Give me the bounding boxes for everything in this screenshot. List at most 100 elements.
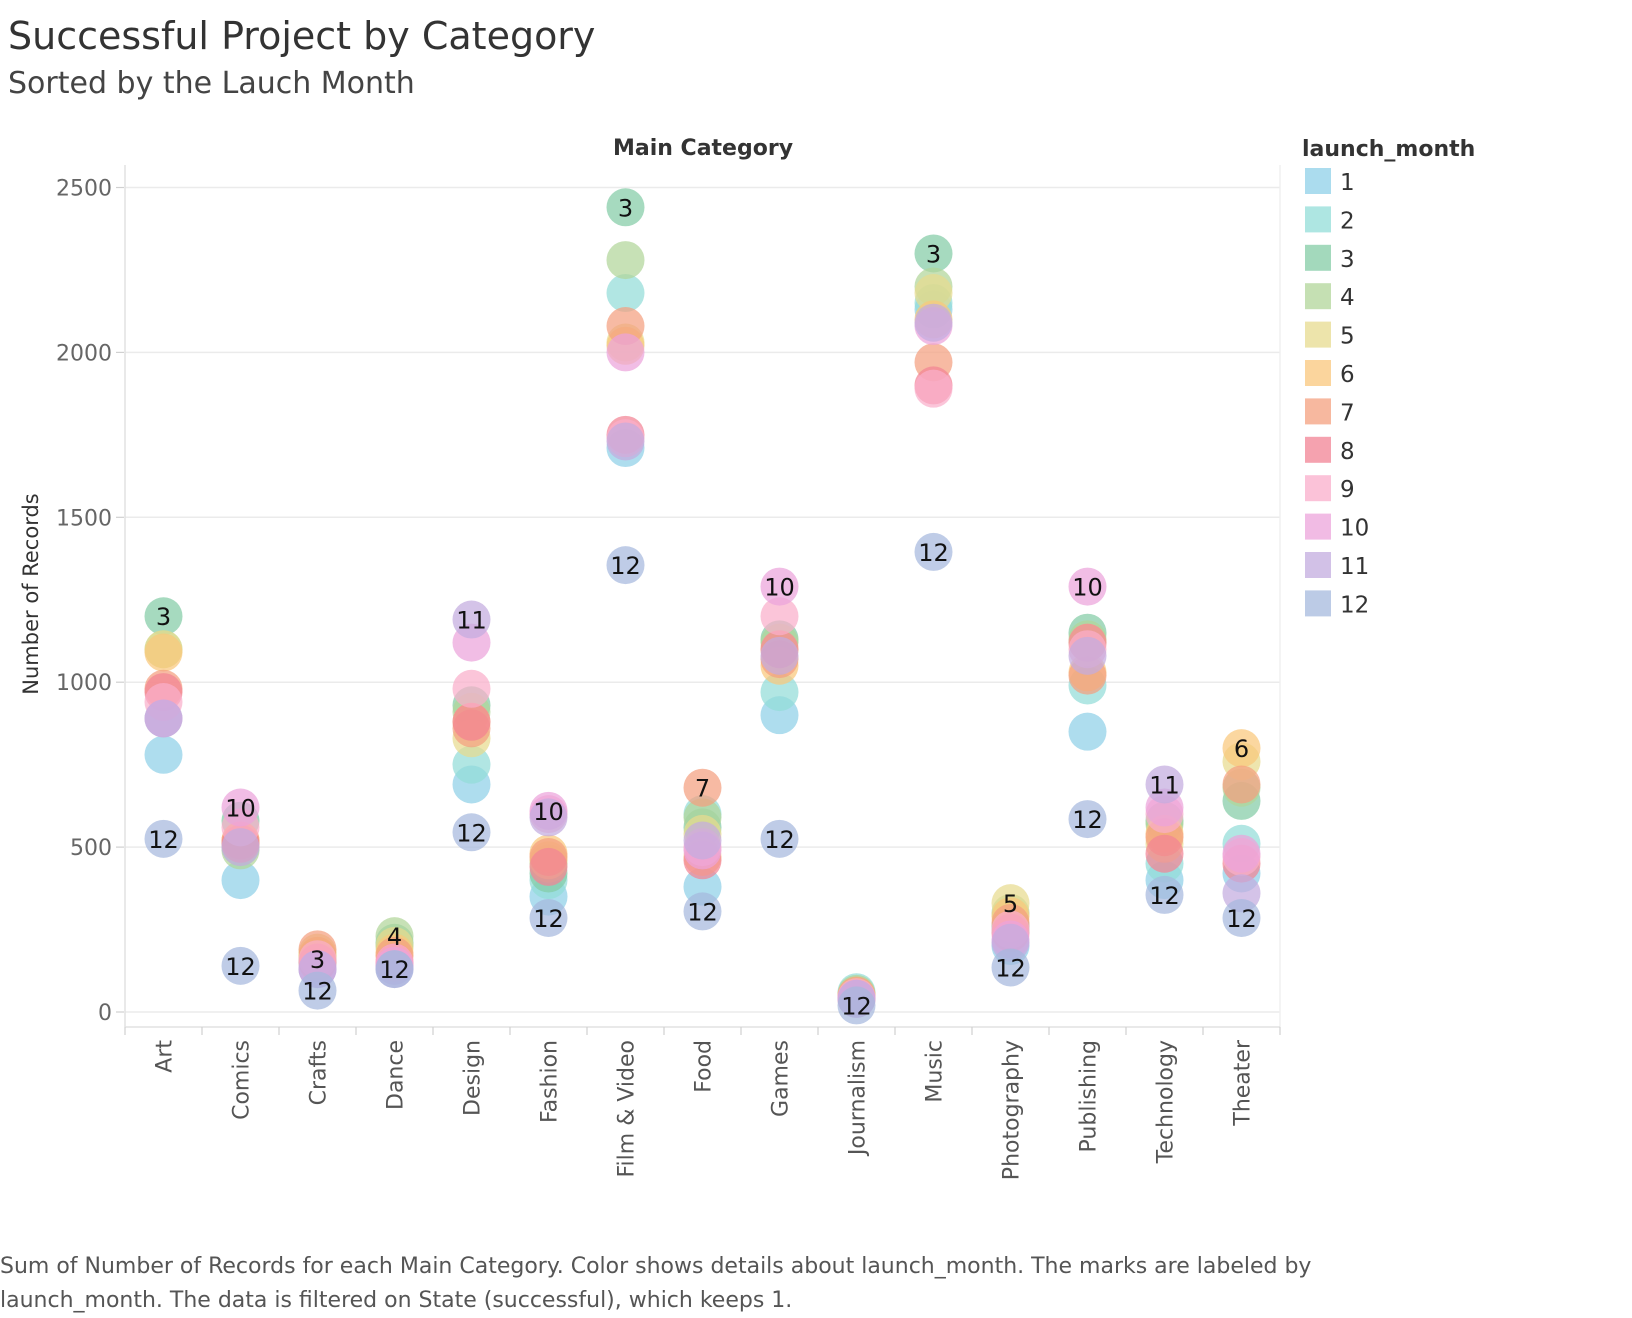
x-tick-label: Music — [923, 1040, 948, 1103]
legend-label: 11 — [1340, 554, 1369, 580]
x-tick-label: Journalism — [846, 1040, 871, 1157]
data-point[interactable] — [144, 699, 183, 738]
data-point[interactable] — [1145, 875, 1184, 914]
data-label: 11 — [1149, 771, 1180, 799]
legend-label: 1 — [1340, 170, 1355, 196]
data-point[interactable] — [1222, 729, 1261, 768]
column-header: Main Category — [613, 136, 793, 161]
data-point[interactable] — [221, 828, 260, 867]
data-point[interactable] — [606, 422, 645, 461]
y-tick-label: 1500 — [56, 506, 112, 531]
data-point[interactable] — [606, 274, 645, 313]
data-point[interactable] — [452, 745, 491, 784]
data-label: 10 — [764, 574, 795, 602]
legend-swatch — [1305, 436, 1331, 463]
data-label: 3 — [926, 240, 941, 268]
data-point[interactable] — [914, 234, 953, 273]
data-label: 10 — [225, 795, 256, 823]
data-point[interactable] — [914, 274, 953, 313]
data-point[interactable] — [683, 821, 722, 860]
data-label: 12 — [1149, 882, 1180, 910]
x-tick-label: Food — [692, 1040, 717, 1093]
data-label: 3 — [156, 603, 171, 631]
data-point[interactable] — [221, 861, 260, 900]
x-tick-label: Publishing — [1077, 1040, 1102, 1152]
legend-swatch — [1305, 513, 1331, 540]
legend-label: 3 — [1340, 247, 1355, 273]
legend-swatch — [1305, 552, 1331, 578]
data-point[interactable] — [837, 986, 876, 1025]
data-point[interactable] — [760, 673, 799, 712]
legend-swatch — [1305, 590, 1331, 617]
data-point[interactable] — [914, 369, 953, 408]
data-label: 12 — [918, 539, 949, 567]
gridlines — [124, 165, 1281, 1035]
data-label: 3 — [310, 946, 325, 974]
y-axis-label: Number of Records — [19, 493, 43, 694]
data-point[interactable] — [683, 892, 722, 931]
data-point[interactable] — [375, 950, 414, 989]
data-point[interactable] — [606, 188, 645, 227]
data-label: 12 — [687, 898, 718, 926]
data-label: 12 — [148, 826, 179, 854]
data-point[interactable] — [683, 768, 722, 807]
data-point[interactable] — [144, 819, 183, 858]
data-point[interactable] — [221, 788, 260, 827]
data-label: 12 — [302, 978, 333, 1006]
data-point[interactable] — [1145, 834, 1184, 873]
data-point[interactable] — [760, 567, 799, 606]
legend-label: 2 — [1340, 208, 1355, 234]
data-point[interactable] — [991, 948, 1030, 987]
data-point[interactable] — [1222, 834, 1261, 873]
data-point[interactable] — [529, 847, 568, 886]
data-point[interactable] — [221, 946, 260, 985]
data-point[interactable] — [1068, 636, 1107, 675]
data-point[interactable] — [529, 899, 568, 938]
data-point[interactable] — [1222, 765, 1261, 804]
data-point[interactable] — [914, 303, 953, 342]
data-point[interactable] — [1068, 712, 1107, 751]
data-label: 12 — [1226, 905, 1257, 933]
data-point[interactable] — [760, 597, 799, 636]
legend-label: 9 — [1340, 477, 1355, 503]
data-label: 11 — [456, 607, 487, 635]
data-point[interactable] — [1068, 567, 1107, 606]
y-tick-label: 1000 — [56, 671, 112, 696]
legend-label: 8 — [1340, 439, 1355, 465]
data-point[interactable] — [914, 532, 953, 571]
data-point[interactable] — [529, 798, 568, 837]
data-point[interactable] — [606, 241, 645, 280]
data-point[interactable] — [606, 546, 645, 585]
data-point[interactable] — [606, 333, 645, 372]
y-axis-ticks: 0 500 1000 1500 2000 2500 — [56, 177, 124, 1026]
x-tick-label: Games — [769, 1040, 794, 1117]
data-point[interactable] — [452, 669, 491, 708]
data-point[interactable] — [144, 633, 183, 672]
legend-label: 7 — [1340, 400, 1355, 426]
data-point[interactable] — [1145, 765, 1184, 804]
data-point[interactable] — [298, 971, 337, 1010]
data-label: 12 — [764, 826, 795, 854]
data-point[interactable] — [606, 307, 645, 346]
x-tick-label: Film & Video — [615, 1040, 640, 1178]
data-point[interactable] — [1068, 800, 1107, 839]
legend-label: 12 — [1340, 592, 1369, 618]
data-point[interactable] — [452, 702, 491, 741]
data-label: 12 — [841, 992, 872, 1020]
data-point[interactable] — [760, 819, 799, 858]
data-point[interactable] — [760, 636, 799, 675]
data-point[interactable] — [144, 597, 183, 636]
data-point[interactable] — [1222, 899, 1261, 938]
x-tick-label: Art — [153, 1040, 178, 1073]
data-point[interactable] — [144, 735, 183, 774]
data-point[interactable] — [452, 600, 491, 639]
legend-label: 5 — [1340, 324, 1355, 350]
data-labels: 3 12 10 12 3 12 4 12 11 12 10 12 3 12 7 12 10 12 12 3 12 5 12 1… — [148, 194, 1257, 1020]
data-label: 12 — [995, 954, 1026, 982]
x-tick-label: Technology — [1154, 1040, 1179, 1164]
legend-swatch — [1305, 206, 1331, 233]
data-point[interactable] — [452, 813, 491, 852]
data-label: 10 — [1072, 574, 1103, 602]
x-tick-label: Theater — [1231, 1039, 1256, 1127]
